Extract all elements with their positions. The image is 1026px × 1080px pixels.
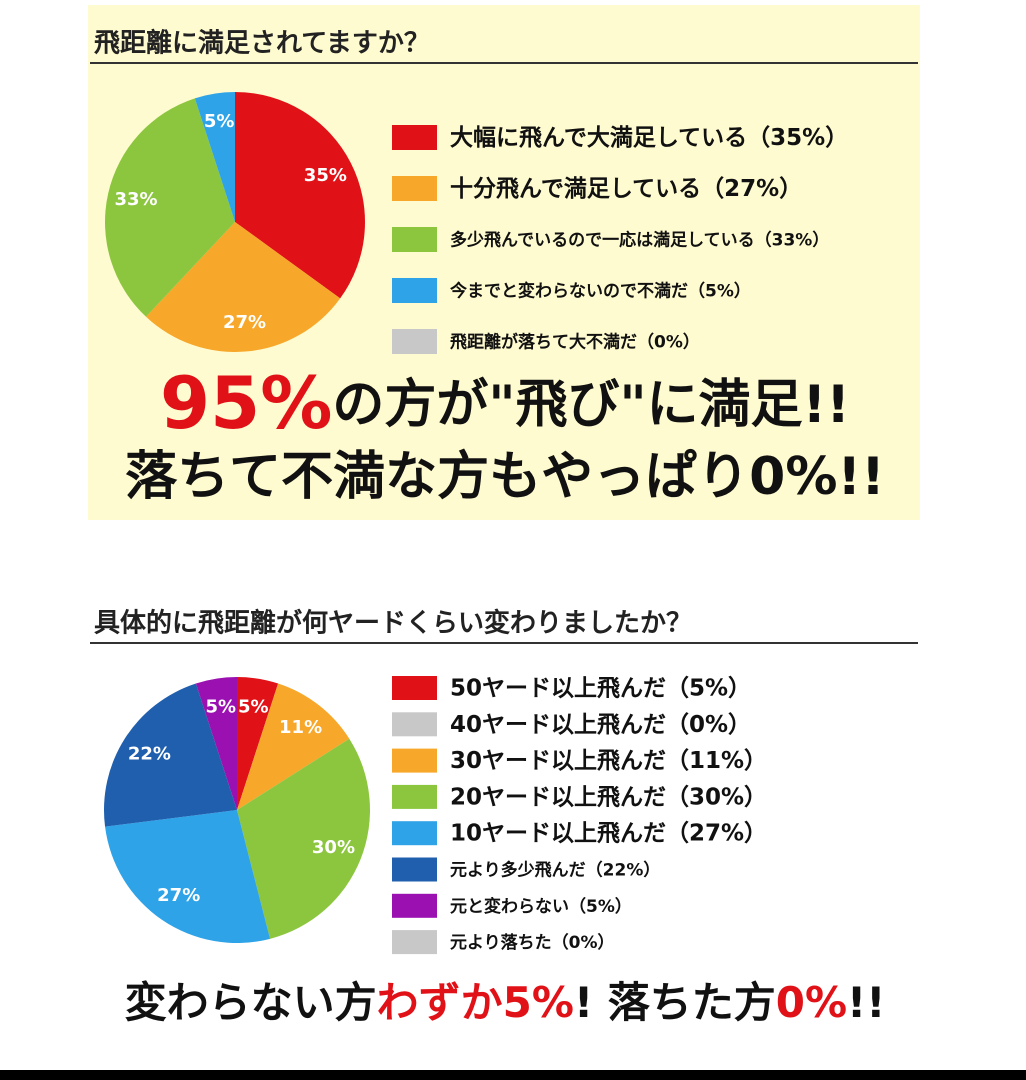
slice-label: 11% xyxy=(279,717,322,738)
legend-label: 元より多少飛んだ（22%） xyxy=(450,860,660,881)
legend-swatch xyxy=(392,278,437,303)
slice-label: 5% xyxy=(204,111,235,132)
legend-swatch xyxy=(392,227,437,252)
pie-slice xyxy=(237,677,279,810)
legend-label: 40ヤード以上飛んだ（0%） xyxy=(450,711,751,738)
slice-label: 35% xyxy=(304,165,347,186)
headline-part: 変わらない方 xyxy=(125,978,377,1027)
headline: 95%の方が"飛び"に満足!! xyxy=(160,361,850,445)
slice-label: 5% xyxy=(238,697,269,718)
legend-label: 10ヤード以上飛んだ（27%） xyxy=(450,820,767,847)
slice-label: 30% xyxy=(312,837,355,858)
legend-swatch xyxy=(392,748,437,773)
slice-label: 27% xyxy=(157,885,200,906)
headline: 変わらない方わずか5%! 落ちた方0%!! xyxy=(125,978,886,1027)
headline-part: わずか5% xyxy=(377,978,574,1027)
pie-slice xyxy=(104,683,238,827)
legend-swatch xyxy=(392,784,437,809)
pie-slice xyxy=(146,222,341,353)
pie-slice xyxy=(237,738,370,939)
legend-label: 元と変わらない（5%） xyxy=(450,896,632,917)
legend-swatch xyxy=(392,676,437,700)
legend-swatch xyxy=(392,125,437,150)
chart-title: 飛距離に満足されてますか？ xyxy=(94,28,430,59)
legend-swatch xyxy=(392,712,437,737)
legend-label: 多少飛んでいるので一応は満足している（33%） xyxy=(450,230,829,251)
legend-label: 20ヤード以上飛んだ（30%） xyxy=(450,783,767,810)
legend-label: 大幅に飛んで大満足している（35%） xyxy=(450,124,848,151)
headline-part: 95% xyxy=(160,361,332,445)
slice-label: 5% xyxy=(205,697,236,718)
slice-label: 22% xyxy=(128,743,171,764)
chart-title: 具体的に飛距離が何ヤードくらい変わりましたか？ xyxy=(94,608,692,639)
headline-part: の方が"飛び"に満足!! xyxy=(332,375,850,435)
legend-label: 元より落ちた（0%） xyxy=(450,932,615,953)
legend-swatch xyxy=(392,930,437,955)
legend-label: 十分飛んで満足している（27%） xyxy=(450,175,802,202)
legend-swatch xyxy=(392,893,437,918)
headline-part: ! 落ちた方 xyxy=(574,978,776,1027)
pie-slice xyxy=(194,92,235,222)
headline-part: !! xyxy=(847,978,885,1027)
pie-slice xyxy=(105,810,271,943)
slice-label: 33% xyxy=(114,189,157,210)
slice-label: 27% xyxy=(223,312,266,333)
pie-slice xyxy=(195,677,237,810)
bottom-bar xyxy=(0,1070,1026,1080)
legend-label: 50ヤード以上飛んだ（5%） xyxy=(450,675,751,702)
legend-label: 飛距離が落ちて大不満だ（0%） xyxy=(449,332,700,353)
legend-label: 今までと変わらないので不満だ（5%） xyxy=(450,281,751,302)
legend-swatch xyxy=(392,821,437,846)
headline-part: 0% xyxy=(776,978,847,1027)
legend-swatch xyxy=(392,176,437,201)
legend-swatch xyxy=(392,857,437,882)
legend-swatch xyxy=(392,329,437,354)
pie-slice xyxy=(104,98,235,317)
pie-slice xyxy=(237,683,350,810)
headline-part: 落ちて不満な方もやっぱり0%!! xyxy=(125,447,885,507)
legend-label: 30ヤード以上飛んだ（11%） xyxy=(450,747,767,774)
pie-slice xyxy=(235,92,365,299)
headline: 落ちて不満な方もやっぱり0%!! xyxy=(125,447,885,507)
